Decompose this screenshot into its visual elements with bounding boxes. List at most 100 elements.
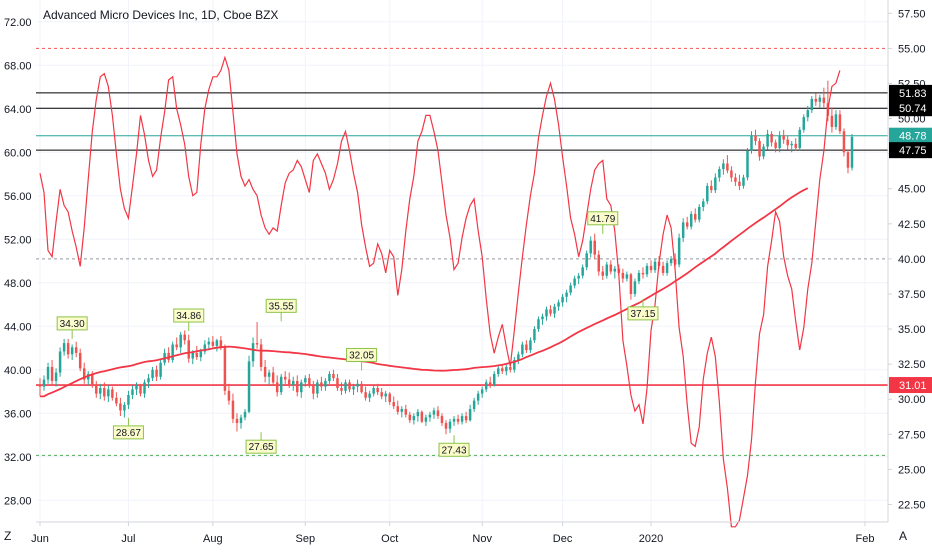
candle-body-168	[714, 177, 717, 191]
candle-body-138	[593, 240, 596, 255]
candle-body-111	[484, 382, 488, 390]
candle-body-82	[368, 393, 371, 398]
candle-body-143	[613, 268, 617, 272]
candle-body-26	[143, 382, 146, 394]
candle-body-90	[400, 409, 404, 412]
price-label-3: 47.75	[889, 142, 932, 159]
annotation-box-7	[587, 211, 619, 226]
candle-body-8	[70, 347, 74, 355]
candle-body-70	[320, 382, 323, 387]
candle-body-139	[597, 254, 600, 272]
annotation-label-3: 27.65	[249, 442, 274, 453]
candle-body-152	[649, 265, 653, 271]
x-axis-tick-4: Oct	[381, 533, 398, 545]
timezone-toggle-button[interactable]: Z	[4, 529, 12, 543]
price-label-bg-3	[889, 142, 932, 159]
candle-body-150	[641, 272, 645, 275]
price-label-bg-4	[889, 377, 932, 394]
candle-body-105	[460, 416, 464, 422]
candle-body-15	[99, 387, 102, 394]
annotation-0: 34.30	[56, 316, 88, 339]
candle-body-167	[710, 185, 713, 191]
candle-body-185	[782, 135, 785, 140]
candle-body-0	[38, 385, 42, 387]
x-axis-tick-6: Dec	[553, 533, 573, 545]
candle-body-104	[456, 418, 460, 422]
right-axis-tick-6: 42.50	[898, 219, 926, 231]
candle-body-88	[392, 402, 395, 407]
left-axis-tick-1: 68.00	[4, 60, 32, 72]
x-axis-tick-7: 2020	[639, 533, 663, 545]
candle-body-136	[585, 253, 588, 268]
candle-body-121	[525, 344, 528, 351]
candle-body-21	[123, 404, 126, 411]
candle-body-81	[364, 392, 367, 398]
plot-background	[36, 0, 888, 522]
candle-body-18	[111, 389, 114, 398]
x-axis-tick-1: Jul	[121, 533, 135, 545]
candle-body-73	[332, 373, 335, 379]
annotation-box-1	[112, 425, 144, 440]
candle-body-77	[348, 382, 351, 390]
candle-body-157	[669, 258, 673, 264]
price-label-1: 50.74	[889, 100, 932, 117]
candle-body-66	[304, 378, 307, 383]
candle-body-76	[344, 382, 347, 391]
candle-body-10	[78, 352, 82, 369]
price-label-text-0: 51.83	[899, 88, 927, 100]
candles-layer	[38, 80, 854, 435]
right-axis-tick-10: 32.50	[898, 359, 926, 371]
candle-body-201	[846, 152, 850, 168]
annotation-box-0	[56, 316, 88, 331]
candle-body-159	[677, 237, 681, 265]
price-label-text-1: 50.74	[899, 103, 927, 115]
candle-body-191	[806, 110, 810, 118]
candle-body-134	[577, 275, 580, 279]
candle-body-95	[420, 411, 424, 422]
candle-body-29	[155, 369, 158, 377]
candle-body-96	[424, 417, 428, 422]
candle-body-9	[74, 347, 78, 353]
candle-body-102	[448, 421, 452, 429]
candle-body-115	[501, 368, 504, 372]
candle-body-83	[372, 387, 375, 394]
candle-body-63	[292, 380, 295, 386]
candle-body-197	[830, 115, 834, 127]
candle-body-181	[766, 134, 769, 147]
candle-body-39	[195, 352, 199, 358]
candle-body-46	[223, 347, 227, 391]
candle-body-172	[730, 170, 733, 178]
candle-body-119	[517, 354, 520, 360]
candle-body-94	[416, 411, 420, 417]
candle-body-42	[207, 341, 211, 345]
candle-body-129	[557, 302, 560, 307]
candle-body-38	[191, 352, 194, 359]
candle-body-183	[774, 142, 777, 149]
candle-body-125	[541, 316, 544, 320]
price-label-bg-1	[889, 100, 932, 117]
annotation-label-4: 35.55	[269, 301, 294, 312]
candle-body-5	[58, 351, 62, 373]
auto-scale-button[interactable]: A	[899, 529, 908, 543]
annotation-box-4	[265, 298, 297, 313]
candle-body-49	[235, 418, 239, 424]
candle-body-130	[561, 296, 564, 303]
candle-body-28	[151, 369, 154, 379]
candle-body-17	[107, 389, 110, 397]
candle-body-180	[762, 146, 765, 157]
candle-body-36	[183, 334, 186, 341]
price-label-bg-0	[889, 84, 932, 101]
candle-body-173	[734, 177, 737, 182]
candle-body-161	[685, 222, 689, 227]
moving-average-line	[39, 187, 809, 398]
annotation-label-0: 34.30	[60, 319, 85, 330]
candle-body-145	[621, 272, 625, 279]
candle-body-175	[742, 177, 745, 186]
annotation-label-7: 41.79	[590, 214, 615, 225]
candle-body-177	[750, 135, 753, 151]
right-axis-tick-0: 57.50	[898, 8, 926, 20]
candle-body-100	[440, 416, 444, 424]
candle-body-142	[609, 264, 613, 272]
candle-body-24	[135, 385, 138, 390]
